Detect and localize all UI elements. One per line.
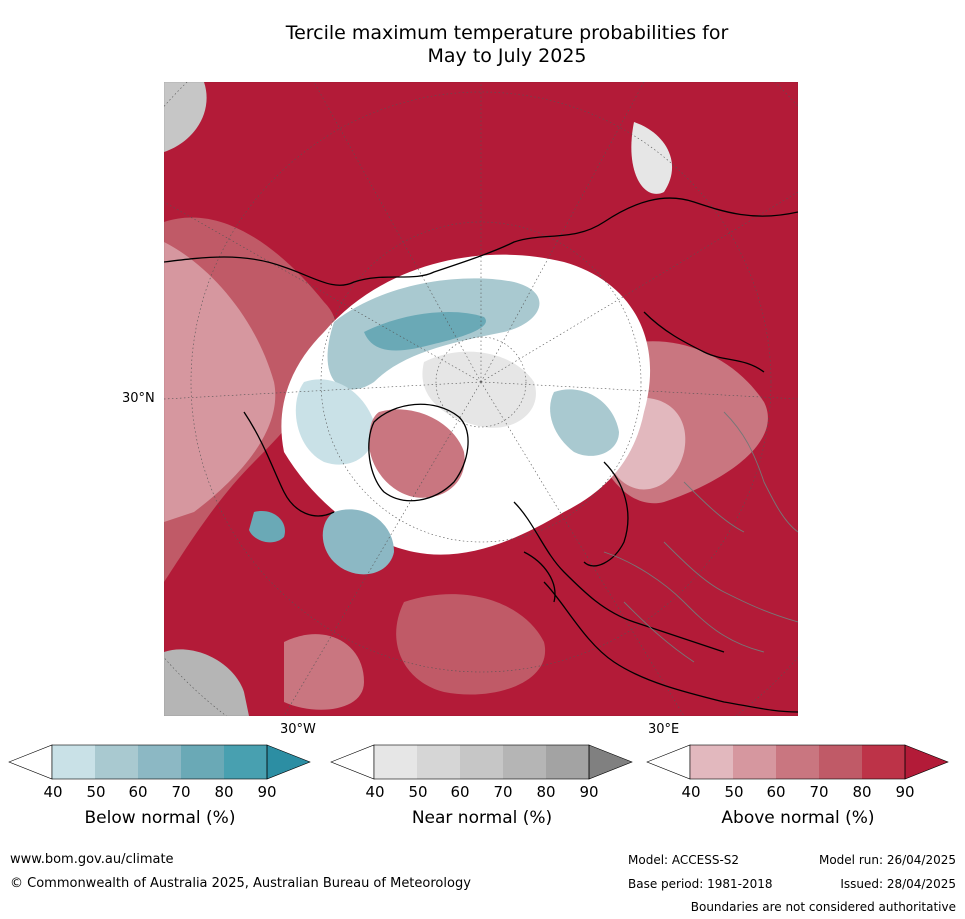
colorbar-bin — [460, 745, 503, 779]
colorbar-outline — [51, 744, 268, 780]
colorbar-near-normal-graphic — [330, 744, 633, 780]
tick-label: 70 — [171, 783, 191, 801]
longitude-label-30w: 30°W — [280, 722, 316, 737]
below-normal-region-atlantic — [322, 509, 394, 575]
below-normal-region-siberia — [550, 389, 619, 456]
colorbar-extend-low — [646, 744, 691, 780]
longitude-label-30e: 30°E — [648, 722, 680, 737]
below-normal-region-hudson — [295, 379, 375, 465]
colorbar-outline — [373, 744, 590, 780]
above-normal-region-west-light — [164, 242, 276, 522]
colorbar-below-normal-graphic — [8, 744, 311, 780]
colorbar-near-normal — [330, 744, 633, 780]
near-normal-region-pole — [422, 351, 536, 428]
colorbar-bin — [138, 745, 181, 779]
coastlines — [164, 197, 798, 713]
colorbar-bin — [546, 745, 589, 779]
colorbar-extend-low — [330, 744, 375, 780]
colorbar-below-normal — [8, 744, 311, 780]
footer-base-period: Base period: 1981-2018 — [628, 877, 773, 891]
footer-url: www.bom.gov.au/climate — [10, 852, 174, 867]
colorbar-below-normal-ticks: 40 50 60 70 80 90 — [9, 783, 311, 801]
near-normal-region-ne — [631, 122, 673, 194]
title-line-2: May to July 2025 — [427, 45, 587, 67]
colorbar-extend-high — [904, 744, 949, 780]
colorbar-bin — [503, 745, 546, 779]
above-normal-region-atlantic — [396, 594, 546, 695]
tick-label: 50 — [724, 783, 744, 801]
tick-label: 60 — [766, 783, 786, 801]
tick-label: 40 — [681, 783, 701, 801]
colorbar-extend-high — [266, 744, 311, 780]
colorbar-above-normal-label: Above normal (%) — [721, 808, 875, 828]
below-normal-region-labrador — [249, 511, 285, 543]
colorbar-extend-high — [588, 744, 633, 780]
tick-label: 60 — [128, 783, 148, 801]
title-line-1: Tercile maximum temperature probabilitie… — [285, 22, 729, 44]
colorbar-below-normal-label: Below normal (%) — [84, 808, 236, 828]
latitude-label-30n: 30°N — [122, 391, 155, 406]
footer-issued: Issued: 28/04/2025 — [840, 877, 956, 891]
tick-label: 80 — [214, 783, 234, 801]
colorbar-near-normal-ticks: 40 50 60 70 80 90 — [331, 783, 633, 801]
footer-model: Model: ACCESS-S2 — [628, 853, 740, 867]
footer-disclaimer: Boundaries are not considered authoritat… — [690, 900, 956, 914]
above-normal-region-greenland — [369, 409, 465, 498]
near-normal-region-nw — [164, 82, 207, 152]
tick-label: 80 — [536, 783, 556, 801]
footer-model-run: Model run: 26/04/2025 — [818, 853, 956, 867]
map-title: Tercile maximum temperature probabilitie… — [160, 22, 854, 68]
tick-label: 60 — [450, 783, 470, 801]
colorbar-bin — [862, 745, 905, 779]
tick-label: 40 — [43, 783, 63, 801]
tick-label: 70 — [809, 783, 829, 801]
tick-label: 50 — [86, 783, 106, 801]
near-normal-region-sw — [164, 649, 249, 716]
tick-label: 90 — [257, 783, 277, 801]
colorbar-bin — [224, 745, 267, 779]
colorbar-above-normal-ticks: 40 50 60 70 80 90 — [647, 783, 949, 801]
footer-copyright: © Commonwealth of Australia 2025, Austra… — [10, 876, 471, 891]
colorbar-bin — [181, 745, 224, 779]
map-canvas — [164, 82, 798, 716]
tick-label: 40 — [365, 783, 385, 801]
colorbar-bin — [417, 745, 460, 779]
colorbar-bin — [95, 745, 138, 779]
tick-label: 50 — [408, 783, 428, 801]
graticule — [164, 82, 798, 716]
colorbar-bin — [690, 745, 733, 779]
colorbar-bin — [819, 745, 862, 779]
colorbar-extend-low — [8, 744, 53, 780]
colorbar-bin — [733, 745, 776, 779]
colorbar-above-normal-graphic — [646, 744, 949, 780]
colorbar-bin — [776, 745, 819, 779]
above-normal-region-sw — [284, 634, 364, 710]
below-normal-region-canada-strong — [364, 312, 486, 351]
country-boundaries — [603, 411, 798, 663]
probability-map — [164, 82, 798, 716]
colorbar-near-normal-label: Near normal (%) — [411, 808, 553, 828]
colorbar-outline — [689, 744, 906, 780]
tick-label: 90 — [579, 783, 599, 801]
colorbar-bin — [374, 745, 417, 779]
colorbar-above-normal — [646, 744, 949, 780]
tick-label: 70 — [493, 783, 513, 801]
colorbar-bin — [52, 745, 95, 779]
tick-label: 80 — [852, 783, 872, 801]
tick-label: 90 — [895, 783, 915, 801]
